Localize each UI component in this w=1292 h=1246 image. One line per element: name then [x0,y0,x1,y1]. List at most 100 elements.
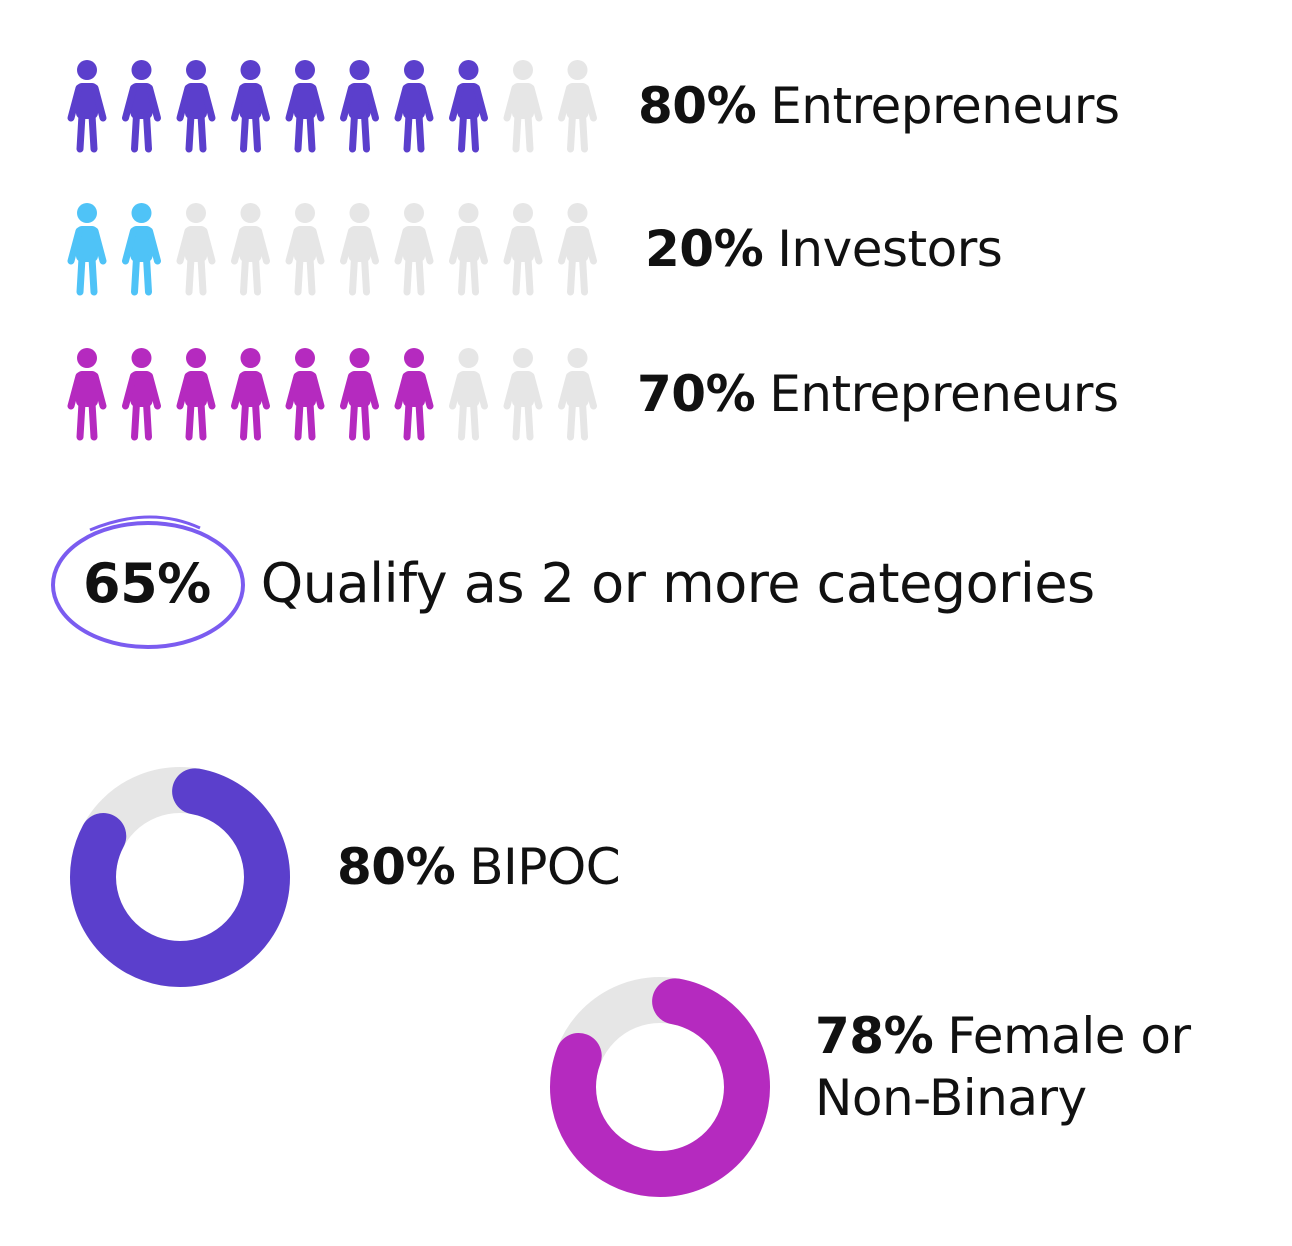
person-limb [527,84,543,122]
person-limb [197,254,207,296]
person-head [349,60,370,80]
person-limb [231,372,246,410]
person-limb [146,372,161,410]
person-limb [91,372,107,410]
person-limb [558,84,573,122]
person-limb [394,227,410,265]
person-limb [503,372,519,410]
person-limb [558,372,573,410]
person-limb [285,372,301,410]
person-limb [582,84,597,122]
pictogram-filled [67,60,488,153]
person-limb [76,111,86,153]
person-limb [579,111,588,153]
person-limb [503,84,519,122]
person-limb [88,254,98,296]
person-limb [473,372,488,410]
person-limb [200,372,216,410]
person-limb [361,254,370,296]
person-limb [240,254,249,296]
person-limb [349,111,358,153]
person-limb [252,111,261,153]
person-limb [512,254,522,296]
person-limb [255,84,270,122]
stat-label: 70% Entrepreneurs [637,363,1119,425]
person-limb [473,84,488,122]
person-limb [197,111,207,153]
person-limb [285,84,301,122]
person-limb [309,84,325,122]
person-head [240,203,261,223]
person-head [458,203,479,223]
person-limb [524,254,534,296]
stat-text: Entrepreneurs [769,365,1119,423]
pictogram-filled [67,203,161,296]
stat-value: 78% [815,1007,934,1065]
person-limb [306,111,316,153]
person-limb [503,227,519,265]
person-limb [309,372,325,410]
person-limb [567,111,576,153]
person-limb [252,254,261,296]
person-limb [143,399,152,441]
person-head [349,203,370,223]
person-limb [470,399,479,441]
person-limb [449,84,464,122]
person-head [349,348,370,368]
person-limb [394,84,410,122]
person-limb [143,254,152,296]
stat-label: 80% Entrepreneurs [638,75,1120,137]
person-limb [67,84,83,122]
person-limb [185,111,195,153]
person-limb [240,399,249,441]
person-limb [185,399,195,441]
stat-label: 78% Female or Non-Binary [815,1005,1245,1129]
stat-text: BIPOC [469,838,621,896]
person-limb [294,399,304,441]
person-limb [131,254,140,296]
person-limb [394,372,410,410]
person-head [513,60,533,80]
person-limb [458,111,467,153]
person-head [513,203,533,223]
stat-value: 70% [637,365,756,423]
person-limb [176,227,192,265]
person-limb [361,111,370,153]
person-head [567,348,588,368]
person-limb [88,399,98,441]
person-limb [285,227,301,265]
donut-arc [70,767,290,987]
person-limb [88,111,98,153]
person-limb [364,372,379,410]
person-head [567,203,588,223]
person-limb [418,372,434,410]
person-limb [200,84,216,122]
person-limb [473,227,488,265]
person-limb [415,111,425,153]
person-limb [349,254,358,296]
person-head [240,348,261,368]
person-limb [512,111,522,153]
person-limb [131,399,140,441]
person-limb [567,399,576,441]
person-limb [524,111,534,153]
person-limb [579,399,588,441]
person-head [567,60,588,80]
person-head [458,60,479,80]
callout: 65% Qualify as 2 or more categories [83,553,1095,615]
person-head [295,203,315,223]
person-limb [527,372,543,410]
stat-label: 80% BIPOC [337,836,621,898]
person-limb [449,227,464,265]
callout-ring [51,521,245,649]
person-limb [255,227,270,265]
person-head [404,60,424,80]
person-limb [415,254,425,296]
person-head [404,203,424,223]
person-limb [231,84,246,122]
person-limb [146,227,161,265]
person-limb [470,254,479,296]
person-limb [340,84,355,122]
person-limb [294,254,304,296]
